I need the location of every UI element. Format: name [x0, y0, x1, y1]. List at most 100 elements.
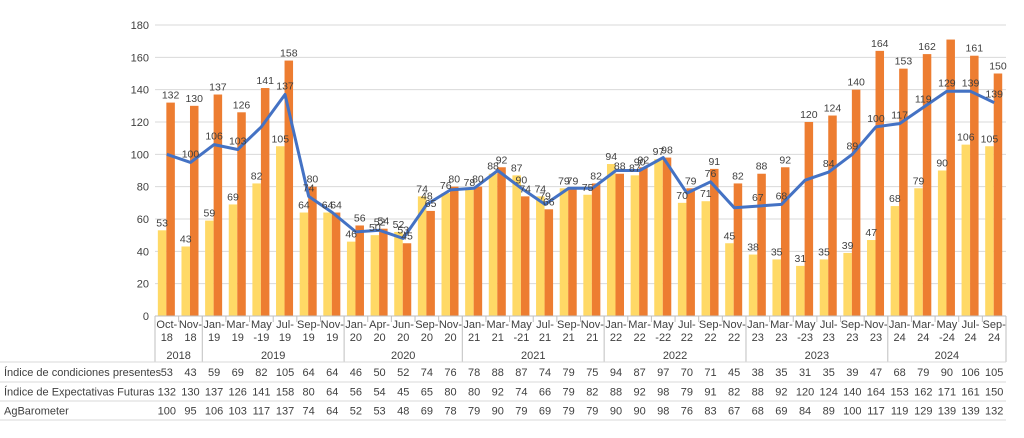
data-label: 88 [756, 161, 768, 173]
data-label: 124 [824, 103, 842, 115]
bar-expectativas-futuras [497, 167, 506, 316]
table-cell: 98 [657, 387, 669, 399]
data-label: 45 [724, 230, 736, 242]
data-label: 39 [842, 240, 854, 252]
bar-condiciones-presentes [725, 243, 734, 316]
table-cell: 120 [796, 387, 814, 399]
bar-condiciones-presentes [748, 254, 758, 316]
table-cell: 74 [515, 387, 527, 399]
x-tick-label: Jan-21 [463, 319, 485, 344]
table-cell: 106 [205, 406, 223, 418]
table-cell: 150 [985, 387, 1003, 399]
bar-condiciones-presentes [370, 235, 380, 316]
data-label: 98 [661, 145, 673, 157]
y-tick-label: 140 [131, 85, 149, 97]
bar-condiciones-presentes [536, 196, 545, 316]
table-cell: 75 [586, 367, 598, 379]
table-cell: 64 [326, 406, 338, 418]
table-cell: 98 [657, 406, 669, 418]
table-cell: 39 [846, 367, 858, 379]
data-label: 79 [558, 175, 570, 187]
data-label: 88 [614, 161, 626, 173]
table-cell: 35 [823, 367, 835, 379]
table-cell: 153 [890, 387, 908, 399]
x-tick-label: Sep-21 [557, 319, 581, 344]
x-tick-label: May -24 [937, 319, 958, 344]
table-cell: 59 [208, 367, 220, 379]
table-cell: 94 [610, 367, 622, 379]
table-cell: 45 [728, 367, 740, 379]
table-cell: 68 [752, 406, 764, 418]
table-cell: 66 [539, 387, 551, 399]
table-cell: 88 [610, 387, 622, 399]
year-label: 2023 [805, 350, 829, 362]
table-cell: 92 [633, 387, 645, 399]
table-cell: 141 [252, 387, 270, 399]
y-tick-label: 160 [131, 52, 149, 64]
x-tick-label: May -23 [795, 319, 816, 344]
table-cell: 97 [657, 367, 669, 379]
data-label: 126 [233, 99, 251, 111]
data-label: 105 [272, 133, 290, 145]
bar-condiciones-presentes [630, 175, 640, 316]
data-label: 91 [708, 156, 720, 168]
data-label: 74 [519, 183, 531, 195]
table-cell: 76 [681, 406, 693, 418]
table-cell: 64 [303, 367, 315, 379]
x-tick-label: Nov-19 [321, 319, 345, 344]
y-tick-label: 100 [131, 149, 149, 161]
bar-expectativas-futuras [237, 112, 246, 316]
line-data-label: 52 [374, 216, 386, 228]
line-data-label: 90 [634, 157, 646, 169]
table-cell: 52 [350, 406, 362, 418]
table-cell: 53 [373, 406, 385, 418]
data-label: 74 [416, 183, 428, 195]
bar-expectativas-futuras [213, 94, 223, 317]
bar-expectativas-futuras [450, 186, 459, 316]
data-label: 87 [629, 162, 641, 174]
table-cell: 132 [158, 387, 176, 399]
bar-condiciones-presentes [488, 173, 498, 316]
table-cell: 79 [563, 367, 575, 379]
bar-condiciones-presentes [867, 240, 876, 316]
table-cell: 78 [444, 406, 456, 418]
bar-expectativas-futuras [970, 55, 979, 316]
data-label: 69 [227, 191, 239, 203]
table-cell: 137 [205, 387, 223, 399]
table-cell: 82 [255, 367, 267, 379]
table-cell: 47 [870, 367, 882, 379]
bar-expectativas-futuras [402, 243, 412, 316]
table-cell: 70 [681, 367, 693, 379]
x-tick-label: May -21 [511, 319, 532, 344]
x-tick-label: Mar-21 [486, 319, 509, 344]
x-tick-label: Jul-24 [962, 319, 980, 344]
data-label: 132 [162, 90, 180, 102]
line-data-label: 53 [397, 224, 409, 236]
table-cell: 105 [276, 367, 294, 379]
bar-condiciones-presentes [157, 230, 167, 316]
table-cell: 82 [586, 387, 598, 399]
line-data-label: 68 [776, 190, 788, 202]
bar-condiciones-presentes [937, 170, 947, 316]
bar-condiciones-presentes [772, 259, 781, 316]
data-label: 50 [369, 222, 381, 234]
bar-condiciones-presentes [465, 189, 474, 316]
year-label: 2024 [935, 350, 959, 362]
x-tick-label: Jul-21 [536, 319, 554, 344]
table-cell: 90 [610, 406, 622, 418]
data-label: 92 [496, 154, 508, 166]
bar-condiciones-presentes [252, 183, 261, 316]
table-cell: 132 [985, 406, 1003, 418]
table-cell: 69 [539, 406, 551, 418]
x-tick-label: Oct-18 [156, 319, 177, 344]
table-cell: 79 [563, 406, 575, 418]
table-cell: 83 [704, 406, 716, 418]
data-label: 70 [676, 190, 688, 202]
bar-condiciones-presentes [654, 159, 663, 316]
table-cell: 79 [515, 406, 527, 418]
data-label: 45 [401, 230, 413, 242]
table-cell: 91 [704, 387, 716, 399]
table-cell: 100 [158, 406, 176, 418]
x-tick-label: Nov-18 [179, 319, 203, 344]
